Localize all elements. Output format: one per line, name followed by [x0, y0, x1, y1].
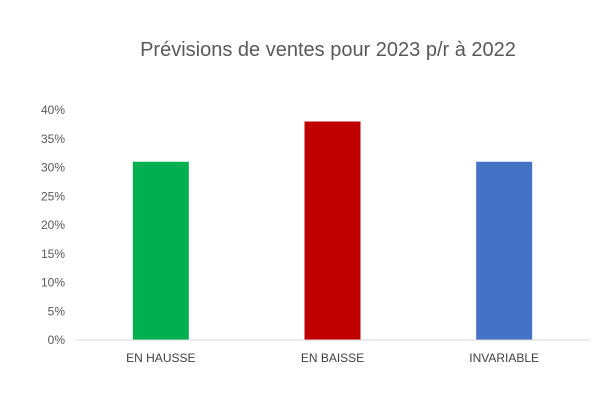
y-tick-label: 35% — [41, 132, 65, 146]
x-tick-label: INVARIABLE — [469, 351, 539, 365]
y-tick-label: 30% — [41, 161, 65, 175]
bar-en-hausse — [132, 161, 189, 340]
y-tick-label: 40% — [41, 103, 65, 117]
y-tick-label: 25% — [41, 189, 65, 203]
y-tick-label: 0% — [48, 333, 66, 347]
chart-title: Prévisions de ventes pour 2023 p/r à 202… — [140, 39, 516, 61]
bar-en-baisse — [304, 121, 361, 340]
x-axis: EN HAUSSE EN BAISSE INVARIABLE — [126, 351, 539, 365]
x-tick-label: EN BAISSE — [301, 351, 364, 365]
y-tick-label: 20% — [41, 218, 65, 232]
bars-group — [132, 121, 533, 340]
y-axis: 0% 5% 10% 15% 20% 25% 30% 35% 40% — [41, 103, 65, 347]
bar-invariable — [476, 161, 533, 340]
y-tick-label: 5% — [48, 304, 66, 318]
y-tick-label: 15% — [41, 247, 65, 261]
x-tick-label: EN HAUSSE — [126, 351, 195, 365]
y-tick-label: 10% — [41, 276, 65, 290]
